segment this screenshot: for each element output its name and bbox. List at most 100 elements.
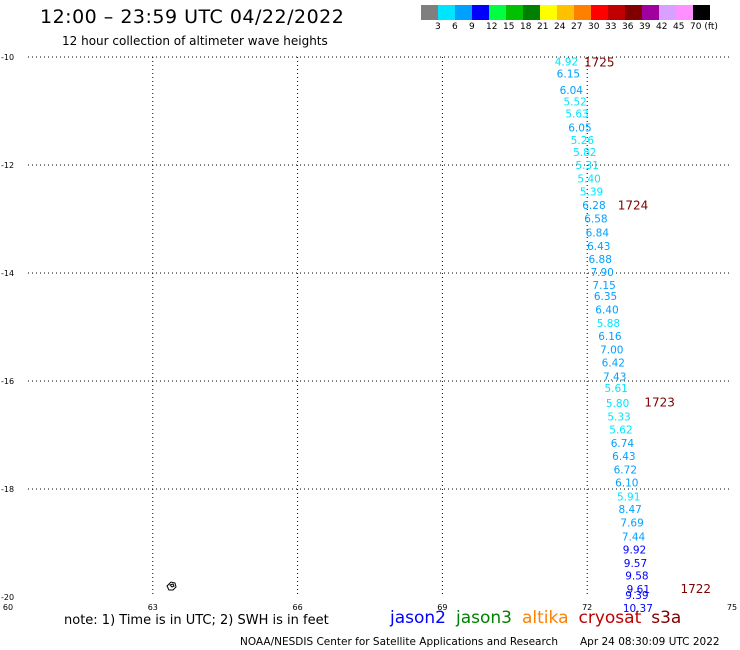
swh-label: 4.92	[555, 56, 578, 68]
scale-label: 42	[656, 22, 668, 32]
swh-label: 9.39	[625, 590, 648, 602]
satellite-legend-item: altika	[522, 608, 569, 628]
x-tick-label: 69	[437, 603, 447, 612]
scale-label: 21	[537, 22, 549, 32]
swh-label: 6.28	[582, 200, 605, 212]
scale-swatch	[472, 5, 489, 20]
swh-label: 7.44	[622, 532, 646, 544]
scale-label: 3	[435, 22, 441, 32]
y-tick-label: -18	[1, 485, 14, 494]
generated-timestamp: Apr 24 08:30:09 UTC 2022	[580, 636, 720, 648]
scale-swatch	[591, 5, 608, 20]
scale-label: 39	[639, 22, 651, 32]
swh-label: 6.42	[602, 358, 625, 370]
swh-label: 10.37	[623, 603, 653, 615]
scale-swatch	[557, 5, 574, 20]
scale-swatch	[421, 5, 438, 20]
swh-label: 5.80	[606, 398, 629, 410]
swh-label: 6.10	[615, 478, 638, 490]
swh-label: 6.05	[568, 123, 591, 135]
scale-label: 12	[486, 22, 498, 32]
pass-time-label: 1722	[681, 582, 712, 596]
scale-swatch	[574, 5, 591, 20]
pass-time-label: 1724	[618, 199, 649, 213]
scale-swatch	[608, 5, 625, 20]
swh-label: 5.82	[573, 147, 596, 159]
swh-label: 5.91	[617, 492, 640, 504]
y-tick-label: -16	[1, 377, 14, 386]
scale-swatch	[523, 5, 540, 20]
swh-label: 5.26	[571, 135, 595, 147]
y-tick-label: -20	[1, 593, 14, 602]
pass-time-label: 1725	[584, 55, 615, 69]
satellite-legend: jason2 jason3 altika cryosat s3a	[390, 608, 691, 628]
swh-label: 6.43	[587, 241, 610, 253]
swh-label: 5.88	[597, 318, 620, 330]
x-tick-label: 75	[727, 603, 737, 612]
swh-label: 5.62	[609, 425, 632, 437]
units-note: note: 1) Time is in UTC; 2) SWH is in fe…	[64, 613, 329, 628]
scale-label: 9	[469, 22, 475, 32]
scale-swatch	[693, 5, 710, 20]
swh-label: 6.72	[614, 465, 637, 477]
swh-label: 9.58	[625, 570, 648, 582]
swh-label: 5.63	[565, 109, 588, 121]
scale-swatch	[540, 5, 557, 20]
swh-label: 7.69	[620, 517, 643, 529]
swh-label: 6.40	[595, 305, 618, 317]
swh-label: 7.00	[600, 345, 623, 357]
scale-label: 45	[673, 22, 685, 32]
swh-label: 5.39	[580, 186, 603, 198]
scale-swatch	[489, 5, 506, 20]
swh-label: 6.15	[557, 69, 580, 81]
y-tick-label: -12	[1, 161, 14, 170]
swh-label: 5.33	[607, 412, 630, 424]
swh-label: 5.40	[577, 174, 600, 186]
x-tick-label: 60	[3, 603, 13, 612]
swh-label: 5.31	[576, 160, 599, 172]
swh-label: 6.84	[586, 228, 610, 240]
scale-label: 30	[588, 22, 600, 32]
swh-label: 5.52	[563, 96, 586, 108]
swh-label: 6.58	[584, 213, 607, 225]
satellite-legend-item: s3a	[651, 608, 682, 628]
credit-text: NOAA/NESDIS Center for Satellite Applica…	[240, 636, 558, 648]
scale-label: 27	[571, 22, 583, 32]
swh-label: 7.43	[603, 372, 626, 384]
scale-swatch	[455, 5, 472, 20]
satellite-legend-item: cryosat	[578, 608, 642, 628]
map-title: 12:00 – 23:59 UTC 04/22/2022	[40, 6, 345, 28]
y-tick-label: -14	[1, 269, 14, 278]
swh-label: 6.16	[598, 331, 622, 343]
swh-label: 6.88	[589, 254, 612, 266]
x-tick-label: 66	[293, 603, 303, 612]
satellite-legend-item: jason2	[390, 608, 446, 628]
swh-label: 9.61	[627, 584, 650, 596]
swh-label: 9.57	[624, 558, 647, 570]
swh-label: 7.15	[592, 280, 615, 292]
satellite-legend-item: jason3	[456, 608, 512, 628]
pass-time-label: 1723	[644, 396, 675, 410]
scale-swatch	[506, 5, 523, 20]
swh-label: 7.90	[590, 267, 613, 279]
scale-swatch	[438, 5, 455, 20]
swh-label: 6.43	[612, 451, 635, 463]
scale-label: 33	[605, 22, 617, 32]
swh-label: 6.74	[611, 438, 635, 450]
scale-label: 24	[554, 22, 566, 32]
x-tick-label: 72	[582, 603, 592, 612]
map-subtitle: 12 hour collection of altimeter wave hei…	[62, 34, 328, 48]
scale-swatch	[659, 5, 676, 20]
x-tick-label: 63	[148, 603, 158, 612]
scale-label: 36	[622, 22, 634, 32]
scale-label: 6	[452, 22, 458, 32]
swh-label: 5.61	[604, 383, 627, 395]
swh-label: 6.04	[560, 85, 584, 97]
scale-label: 70 (ft)	[690, 22, 718, 32]
scale-swatch	[625, 5, 642, 20]
scale-label: 18	[520, 22, 532, 32]
y-tick-label: -10	[1, 53, 14, 62]
scale-swatch	[642, 5, 659, 20]
island-outline	[166, 581, 177, 591]
